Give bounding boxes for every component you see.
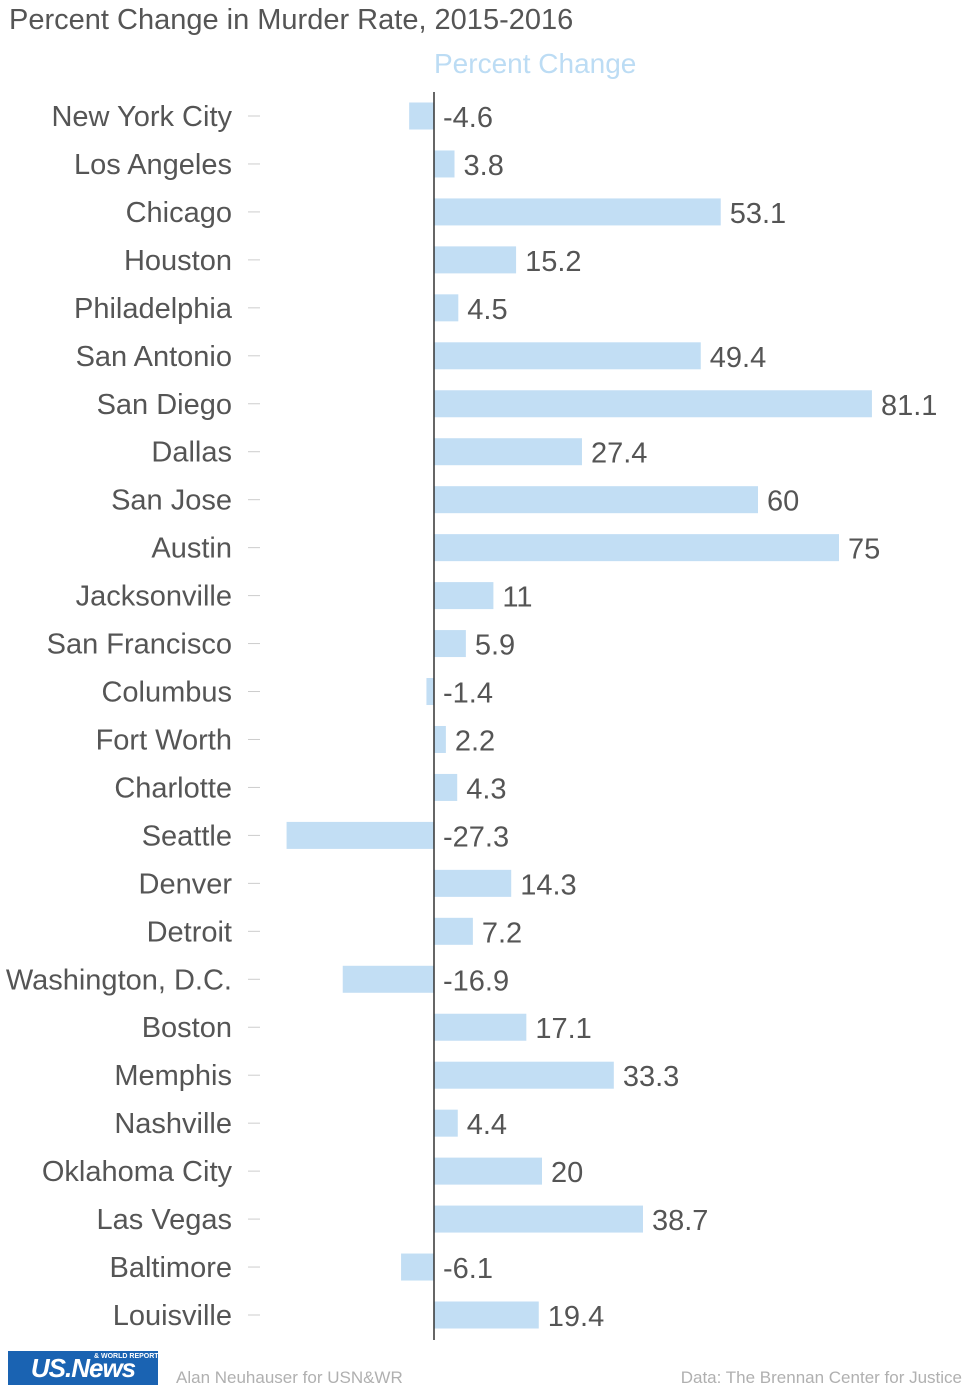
bar-charlotte [434,773,458,801]
value-label-denver: 14.3 [520,869,576,901]
value-label-fort-worth: 2.2 [455,725,495,757]
bar-jacksonville [434,582,494,610]
bar-washington-d-c [342,965,434,993]
category-label-dallas: Dallas [151,437,232,469]
category-label-san-francisco: San Francisco [47,629,232,661]
value-label-oklahoma-city: 20 [551,1157,583,1189]
usnews-logo: US.News & WORLD REPORT [8,1351,158,1385]
value-label-san-antonio: 49.4 [710,342,766,374]
category-label-san-antonio: San Antonio [76,341,232,373]
value-label-san-diego: 81.1 [881,390,937,422]
value-label-philadelphia: 4.5 [467,294,507,326]
bar-los-angeles [434,150,455,178]
bar-denver [434,869,512,897]
value-label-columbus: -1.4 [443,678,493,710]
bar-san-jose [434,486,758,514]
bar-seattle [286,821,434,849]
footer: US.News & WORLD REPORT Alan Neuhauser fo… [0,1348,970,1390]
bar-nashville [434,1109,458,1137]
category-label-columbus: Columbus [101,677,232,709]
value-label-dallas: 27.4 [591,438,647,470]
value-label-nashville: 4.4 [467,1109,507,1141]
value-label-baltimore: -6.1 [443,1253,493,1285]
chart-title: Percent Change in Murder Rate, 2015-2016 [9,4,574,36]
category-label-washington-d-c: Washington, D.C. [6,964,232,996]
bar-dallas [434,438,582,466]
value-label-jacksonville: 11 [502,582,532,614]
category-label-austin: Austin [151,533,232,565]
value-label-memphis: 33.3 [623,1061,679,1093]
value-label-seattle: -27.3 [443,821,509,853]
category-label-chicago: Chicago [126,197,232,229]
bar-chicago [434,198,721,226]
bar-baltimore [401,1253,434,1281]
value-label-new-york-city: -4.6 [443,102,493,134]
bar-san-francisco [434,630,466,658]
category-label-nashville: Nashville [114,1108,232,1140]
category-label-new-york-city: New York City [51,101,232,133]
category-label-philadelphia: Philadelphia [74,293,233,325]
bar-oklahoma-city [434,1157,542,1185]
category-label-memphis: Memphis [114,1060,232,1092]
bar-fort-worth [434,725,446,753]
bar-columbus [426,678,434,706]
category-label-los-angeles: Los Angeles [74,149,232,181]
value-label-houston: 15.2 [525,246,581,278]
category-label-fort-worth: Fort Worth [96,724,232,756]
bar-chart: New York City -4.6 Los Angeles 3.8 Chicago 53… [6,92,937,1340]
category-label-denver: Denver [139,868,233,900]
value-label-austin: 75 [848,534,880,566]
value-label-washington-d-c: -16.9 [443,965,509,997]
bar-boston [434,1013,527,1041]
category-label-detroit: Detroit [147,916,232,948]
bar-austin [434,534,839,562]
category-label-san-jose: San Jose [111,485,232,517]
value-label-san-francisco: 5.9 [475,630,515,662]
bar-philadelphia [434,294,459,322]
category-label-baltimore: Baltimore [110,1252,233,1284]
logo-subtext: & WORLD REPORT [94,1353,158,1360]
bar-houston [434,246,517,274]
value-label-los-angeles: 3.8 [464,150,504,182]
bar-las-vegas [434,1205,643,1233]
category-label-houston: Houston [124,245,232,277]
legend-label: Percent Change [434,48,637,79]
bar-new-york-city [409,102,434,130]
value-label-las-vegas: 38.7 [652,1205,708,1237]
bar-detroit [434,917,473,945]
bar-san-diego [434,390,872,418]
data-source: Data: The Brennan Center for Justice [680,1368,962,1387]
category-label-las-vegas: Las Vegas [97,1204,232,1236]
category-label-seattle: Seattle [142,820,232,852]
logo-text: US.News [30,1353,136,1383]
bar-memphis [434,1061,614,1089]
value-label-louisville: 19.4 [548,1301,604,1333]
value-label-chicago: 53.1 [730,198,786,230]
category-label-charlotte: Charlotte [114,772,232,804]
value-label-charlotte: 4.3 [466,773,506,805]
bar-louisville [434,1301,539,1329]
category-label-jacksonville: Jacksonville [76,581,232,613]
value-label-detroit: 7.2 [482,917,522,949]
category-label-louisville: Louisville [113,1300,232,1332]
category-label-boston: Boston [142,1012,232,1044]
category-label-oklahoma-city: Oklahoma City [42,1156,233,1188]
author-credit: Alan Neuhauser for USN&WR [176,1368,403,1387]
category-label-san-diego: San Diego [97,389,232,421]
bar-san-antonio [434,342,701,370]
value-label-san-jose: 60 [767,486,799,518]
value-label-boston: 17.1 [535,1013,591,1045]
